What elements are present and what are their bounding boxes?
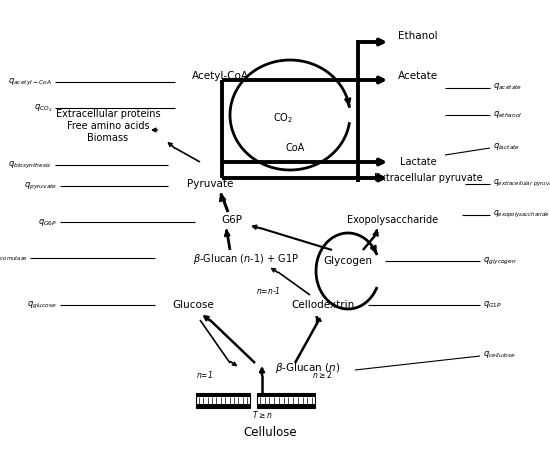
Text: Cellodextrin: Cellodextrin bbox=[292, 300, 355, 310]
Text: Biomass: Biomass bbox=[87, 133, 129, 143]
Text: CoA: CoA bbox=[285, 143, 305, 153]
Text: Ethanol: Ethanol bbox=[398, 31, 438, 41]
Text: $q_{glucose}$: $q_{glucose}$ bbox=[28, 299, 57, 311]
Text: Extracellular pyruvate: Extracellular pyruvate bbox=[373, 173, 482, 183]
Text: Glycogen: Glycogen bbox=[323, 256, 372, 266]
Text: $q_{exopolysaccharide}$: $q_{exopolysaccharide}$ bbox=[493, 208, 549, 220]
Text: $q_{glycogen}$: $q_{glycogen}$ bbox=[483, 255, 516, 267]
Text: $q_{pyruvate}$: $q_{pyruvate}$ bbox=[24, 180, 57, 192]
Text: $q_{extracellular\ pyruvate}$: $q_{extracellular\ pyruvate}$ bbox=[493, 177, 550, 189]
Text: Glucose: Glucose bbox=[172, 300, 214, 310]
Text: Exopolysaccharide: Exopolysaccharide bbox=[348, 215, 438, 225]
Text: $T{\geq}n$: $T{\geq}n$ bbox=[252, 410, 272, 420]
Text: $q_{biosynthesis}$: $q_{biosynthesis}$ bbox=[8, 160, 52, 170]
Text: Acetyl-CoA: Acetyl-CoA bbox=[191, 71, 249, 81]
Text: Acetate: Acetate bbox=[398, 71, 438, 81]
Text: G6P: G6P bbox=[222, 215, 243, 225]
Bar bbox=[257, 404, 315, 408]
Text: $q_{acetyl-CoA}$: $q_{acetyl-CoA}$ bbox=[8, 77, 52, 87]
Bar bbox=[257, 393, 315, 397]
Text: $q_{G1P}$: $q_{G1P}$ bbox=[483, 299, 502, 310]
Text: Cellulose: Cellulose bbox=[243, 427, 297, 440]
Bar bbox=[196, 404, 250, 408]
Text: CO$_2$: CO$_2$ bbox=[273, 111, 293, 125]
Text: $\beta$-Glucan ($n$-1) + G1P: $\beta$-Glucan ($n$-1) + G1P bbox=[193, 252, 299, 266]
Text: $q_{G6P}$: $q_{G6P}$ bbox=[38, 216, 57, 227]
Bar bbox=[257, 393, 315, 408]
Text: Pyruvate: Pyruvate bbox=[187, 179, 233, 189]
Text: $n$=1: $n$=1 bbox=[196, 368, 213, 379]
Bar bbox=[196, 393, 250, 408]
Text: $q_{acetate}$: $q_{acetate}$ bbox=[493, 82, 522, 92]
Bar bbox=[196, 393, 250, 397]
Text: $q_{phosphoglucomutase}$: $q_{phosphoglucomutase}$ bbox=[0, 253, 28, 263]
Text: $n{\geq}2$: $n{\geq}2$ bbox=[312, 368, 332, 379]
Text: $\beta$-Glucan ($n$): $\beta$-Glucan ($n$) bbox=[275, 361, 340, 375]
Text: $q_{lactate}$: $q_{lactate}$ bbox=[493, 142, 520, 152]
Text: $q_{CO_2}$: $q_{CO_2}$ bbox=[34, 102, 52, 114]
Text: Lactate: Lactate bbox=[400, 157, 436, 167]
Text: $q_{ethanol}$: $q_{ethanol}$ bbox=[493, 109, 522, 120]
Text: Free amino acids: Free amino acids bbox=[67, 121, 149, 131]
Text: $q_{cellulose}$: $q_{cellulose}$ bbox=[483, 350, 516, 360]
Text: Extracellular proteins: Extracellular proteins bbox=[56, 109, 160, 119]
Text: $n$=$n$-1: $n$=$n$-1 bbox=[256, 285, 280, 295]
